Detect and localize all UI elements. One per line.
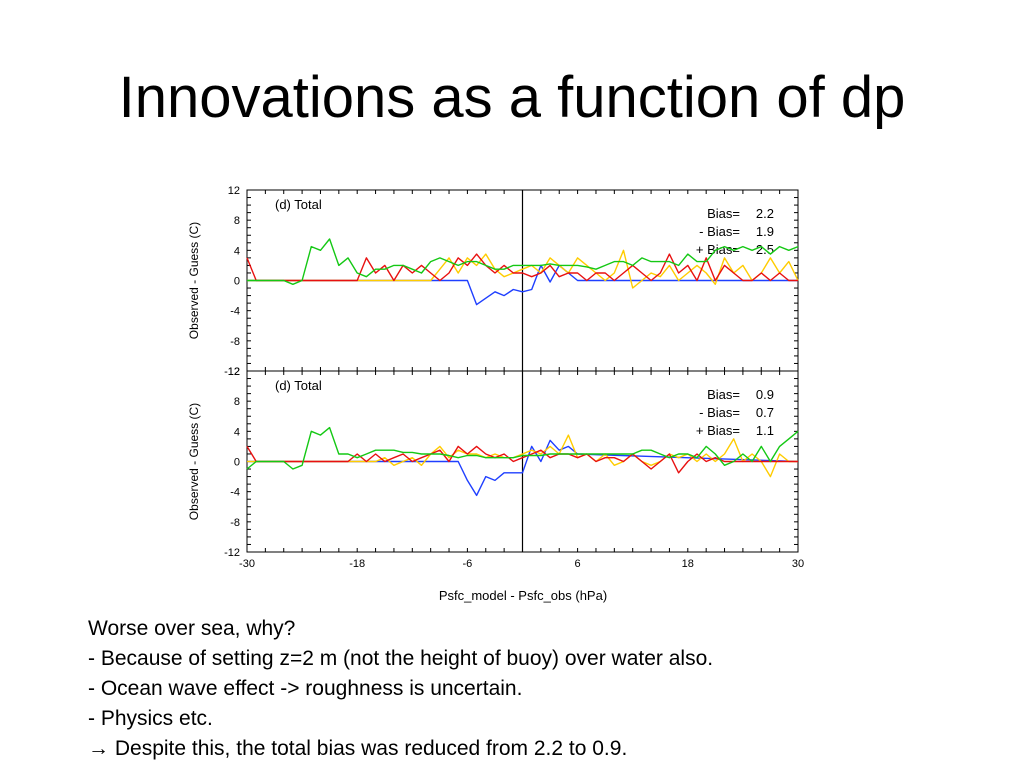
bias-label: - Bias= [699, 224, 740, 239]
y-tick-label: 8 [234, 215, 240, 227]
notes: Worse over sea, why? - Because of settin… [88, 614, 988, 764]
y-tick-label: 0 [234, 457, 240, 469]
y-tick-label: -8 [230, 517, 240, 529]
note-line-2: - Because of setting z=2 m (not the heig… [88, 647, 714, 670]
y-tick-label: -12 [224, 366, 240, 378]
note-line-1: Worse over sea, why? [88, 617, 296, 640]
note-line-3: - Ocean wave effect -> roughness is unce… [88, 677, 523, 700]
x-tick-label: 6 [575, 558, 581, 570]
chart: 12 8 4 0 -4 -8 -12 Observed - Guess (C) (d) Tota… [187, 185, 804, 603]
bias-value: 1.1 [756, 423, 774, 438]
bias-value: 0.7 [756, 405, 774, 420]
series-line-1 [247, 439, 799, 497]
series-line-4 [246, 426, 799, 470]
x-tick-label: 18 [682, 558, 694, 570]
panel-label: (d) Total [275, 197, 322, 212]
y-tick-label: -12 [224, 547, 240, 559]
y-tick-label: -4 [230, 487, 240, 499]
panel-label: (d) Total [275, 378, 322, 393]
bias-value: 1.9 [756, 224, 774, 239]
x-tick-label: -30 [239, 558, 255, 570]
y-tick-label: 4 [234, 245, 240, 257]
x-axis-label: Psfc_model - Psfc_obs (hPa) [439, 588, 607, 603]
slide-title: Innovations as a function of dp [118, 65, 906, 130]
bias-value: 2.2 [756, 206, 774, 221]
series-line-3 [246, 253, 798, 282]
bias-label: + Bias= [696, 423, 740, 438]
y-tick-label: 8 [234, 396, 240, 408]
x-tick-label: 30 [792, 558, 804, 570]
y-tick-label: 0 [234, 276, 240, 288]
y-tick-label: 12 [228, 366, 240, 378]
y-tick-label: -4 [230, 306, 240, 318]
note-line-5-text: Despite this, the total bias was reduced… [114, 737, 628, 760]
bias-value: 0.9 [756, 387, 774, 402]
y-axis-label: Observed - Guess (C) [187, 222, 201, 339]
y-tick-label: 12 [228, 185, 240, 197]
series-line-4 [247, 238, 799, 286]
bias-label: Bias= [707, 206, 740, 221]
right-arrow-icon: → [88, 737, 109, 760]
x-tick-label: -18 [349, 558, 365, 570]
bias-label: - Bias= [699, 405, 740, 420]
y-tick-label: 4 [234, 426, 240, 438]
y-axis-label: Observed - Guess (C) [187, 403, 201, 520]
y-tick-label: -8 [230, 336, 240, 348]
chart-panel-1: 12 8 4 0 -4 -8 -12 Observed - Guess (C) (d) Tota… [187, 185, 799, 378]
note-line-4: - Physics etc. [88, 707, 213, 730]
x-tick-label: -6 [463, 558, 473, 570]
bias-label: Bias= [707, 387, 740, 402]
note-line-5: → Despite this, the total bias was reduc… [88, 734, 988, 764]
